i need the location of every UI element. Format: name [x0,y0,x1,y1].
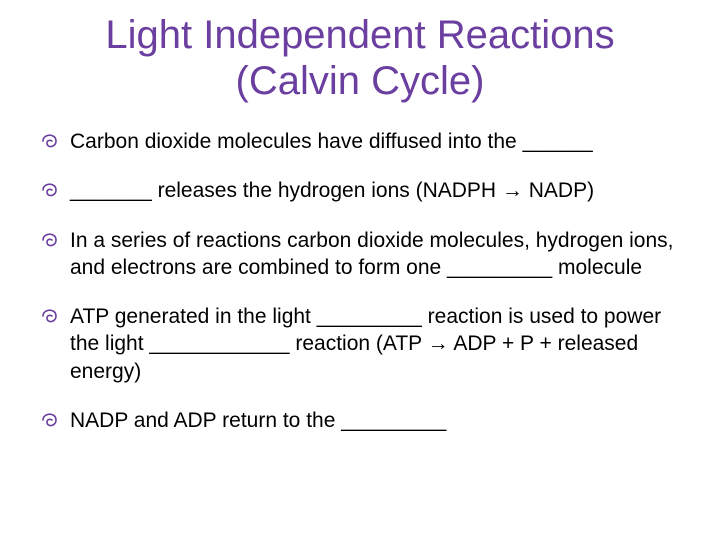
swirl-icon [40,131,60,151]
bullet-text: In a series of reactions carbon dioxide … [70,229,674,279]
slide-title: Light Independent Reactions (Calvin Cycl… [40,12,680,104]
list-item: ATP generated in the light _________ rea… [40,303,680,385]
slide: Light Independent Reactions (Calvin Cycl… [0,0,720,540]
list-item: _______ releases the hydrogen ions (NADP… [40,177,680,204]
bullet-list: Carbon dioxide molecules have diffused i… [40,128,680,434]
bullet-text: NADP and ADP return to the _________ [70,409,446,432]
title-line-1: Light Independent Reactions [105,13,614,57]
swirl-icon [40,230,60,250]
bullet-text: Carbon dioxide molecules have diffused i… [70,130,593,153]
list-item: Carbon dioxide molecules have diffused i… [40,128,680,155]
bullet-text: ATP generated in the light _________ rea… [70,305,661,383]
list-item: In a series of reactions carbon dioxide … [40,227,680,282]
swirl-icon [40,306,60,326]
swirl-icon [40,410,60,430]
bullet-text: _______ releases the hydrogen ions (NADP… [70,179,594,202]
list-item: NADP and ADP return to the _________ [40,407,680,434]
title-line-2: (Calvin Cycle) [236,59,485,103]
swirl-icon [40,180,60,200]
